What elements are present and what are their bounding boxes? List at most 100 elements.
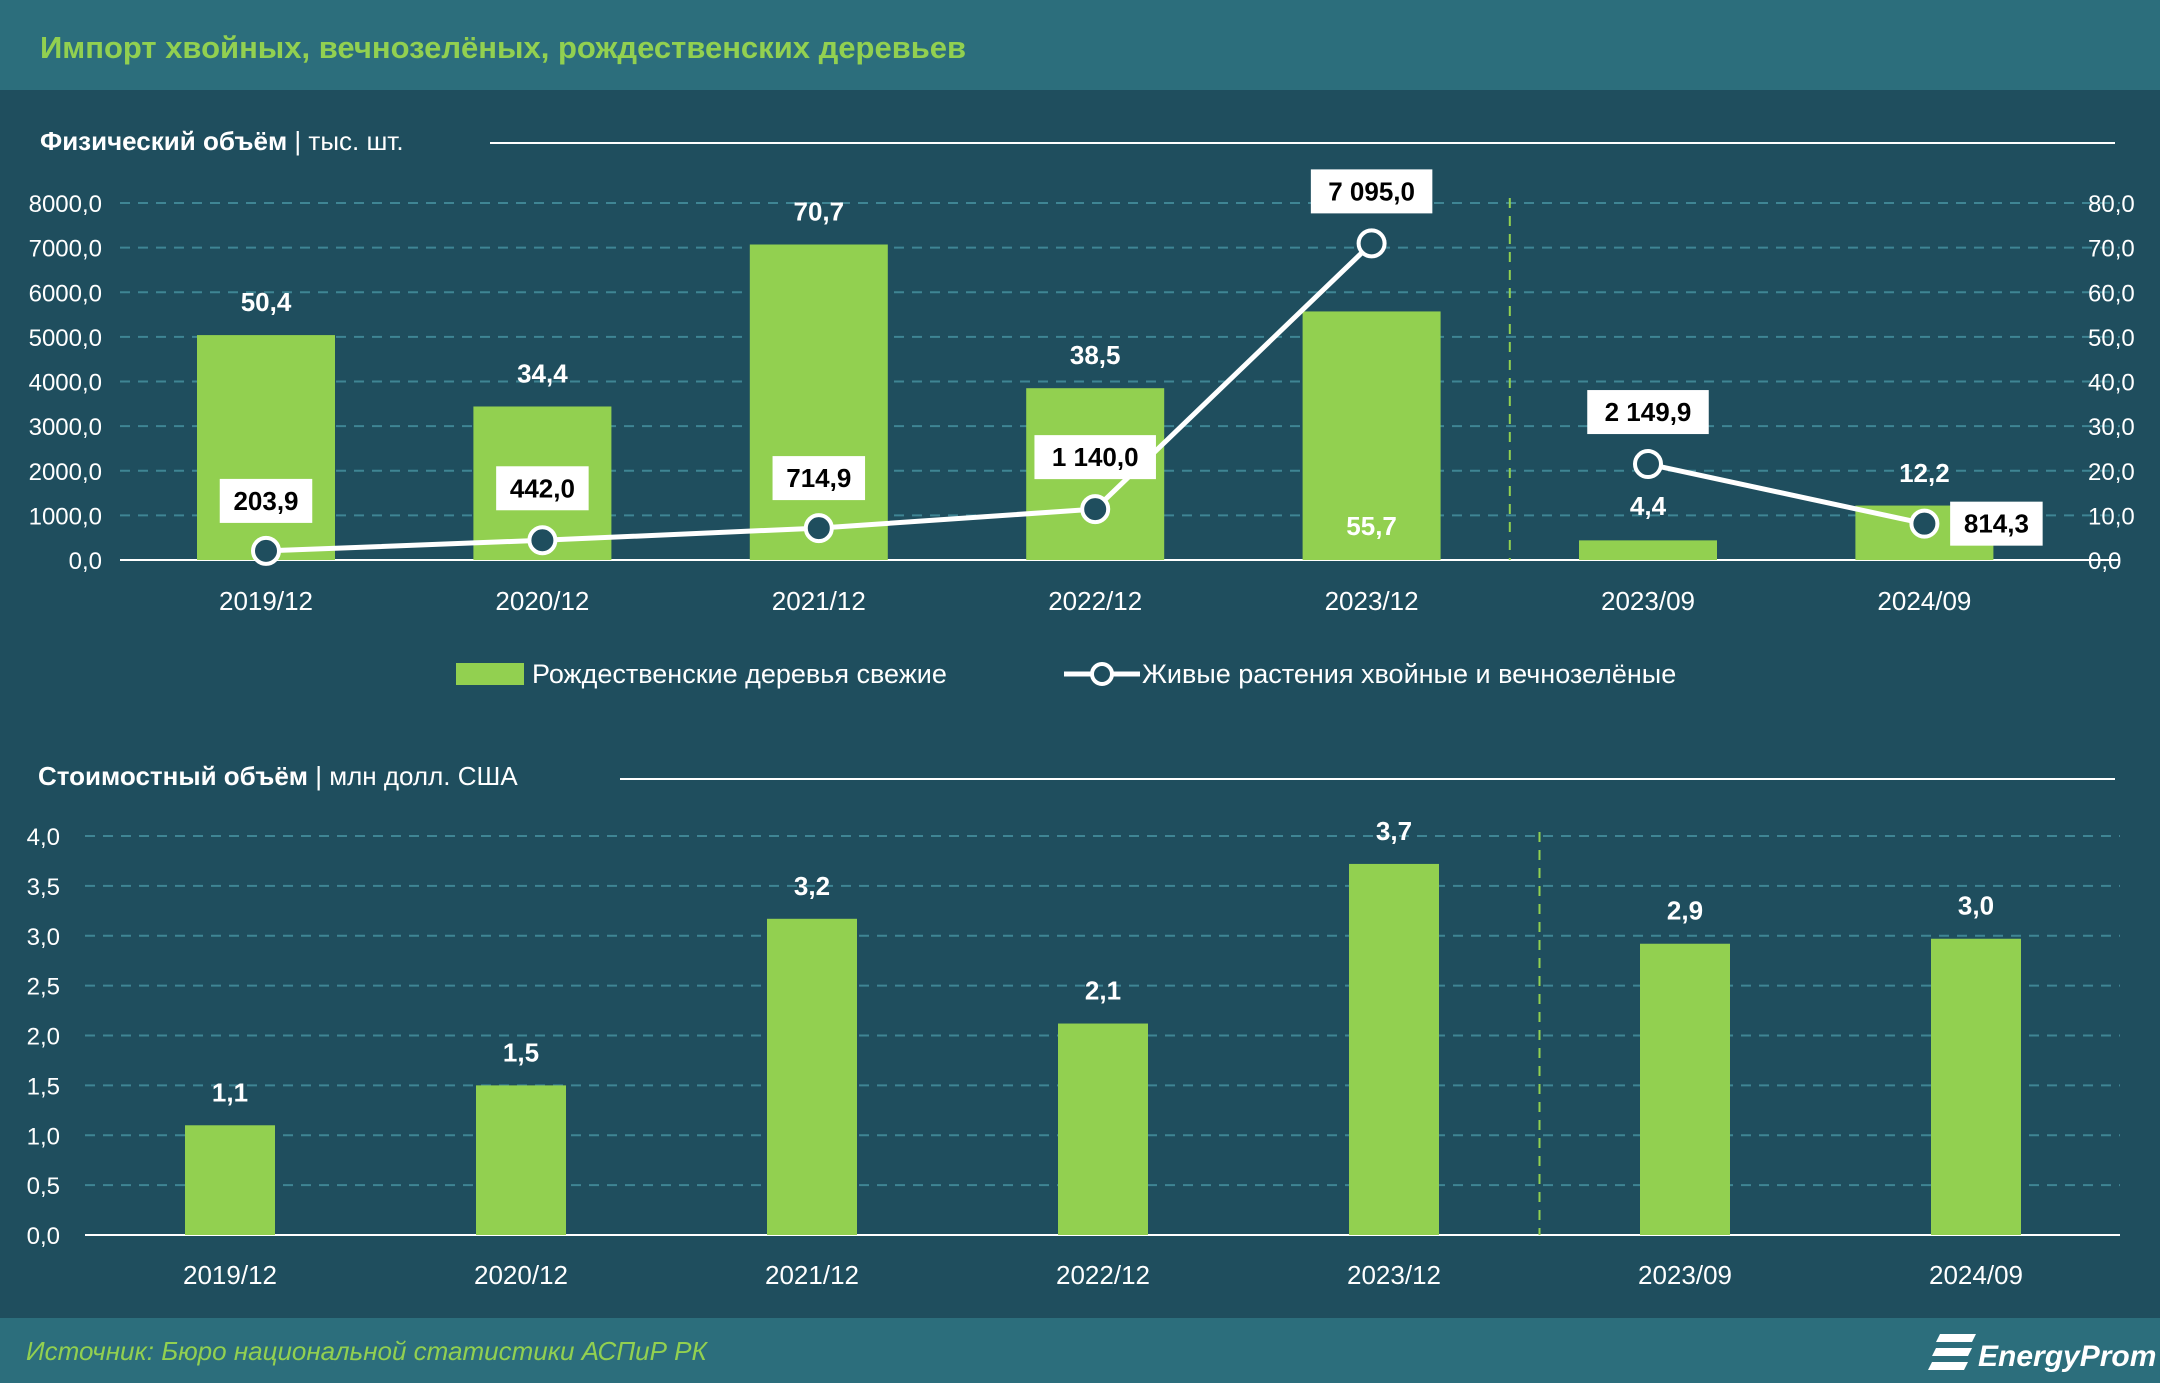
- chart1-right-tick-label: 60,0: [2088, 280, 2135, 307]
- chart2-tick-label: 1,0: [27, 1123, 60, 1150]
- chart1-line-marker: [1633, 449, 1663, 480]
- chart1-title-main: Физический объём: [40, 126, 287, 156]
- footer-band: [0, 1318, 2160, 1383]
- legend-line-marker: [1090, 662, 1114, 686]
- chart1-left-tick-label: 7000,0: [29, 236, 102, 263]
- chart1-left-tick-label: 3000,0: [29, 414, 102, 441]
- chart1-legend: Рождественские деревья свежие Живые расте…: [456, 659, 1676, 689]
- chart2-title: Стоимостный объём | млн долл. США: [38, 761, 518, 791]
- chart2-category-label: 2022/12: [1056, 1260, 1150, 1290]
- chart1-line-marker: [251, 535, 281, 566]
- chart1-line-value-label: 814,3: [1964, 509, 2029, 539]
- chart2-tick-label: 2,0: [27, 1024, 60, 1051]
- chart2-category-label: 2019/12: [183, 1260, 277, 1290]
- source-note: Источник: Бюро национальной статистики А…: [26, 1336, 709, 1366]
- chart1-left-tick-label: 2000,0: [29, 459, 102, 486]
- chart1-right-tick-label: 70,0: [2088, 236, 2135, 263]
- chart1-right-tick-label: 30,0: [2088, 414, 2135, 441]
- chart1-bar-value-label: 70,7: [793, 197, 844, 227]
- chart1-left-tick-label: 4000,0: [29, 370, 102, 397]
- chart2: 0,0 0,5 1,0 1,5 2,0 2,5 3,0 3,5 4,0 1,1 1,5 3,2 2,1 3…: [27, 816, 2120, 1290]
- chart1-right-tick-label: 0,0: [2088, 548, 2121, 575]
- chart1-unit: тыс. шт.: [308, 126, 403, 156]
- chart1-category-label: 2024/09: [1877, 586, 1971, 616]
- chart2-bar: [476, 1085, 566, 1235]
- chart1-category-label: 2023/09: [1601, 586, 1695, 616]
- chart1-line-value-label: 442,0: [510, 473, 575, 503]
- chart2-bar-value-label: 3,0: [1958, 891, 1994, 921]
- chart1-line-marker: [527, 525, 558, 556]
- chart2-unit: млн долл. США: [329, 761, 518, 791]
- legend-bar-swatch: [456, 663, 524, 685]
- chart1-right-tick-label: 50,0: [2088, 325, 2135, 352]
- legend-line-label: Живые растения хвойные и вечнозелёные: [1142, 659, 1676, 689]
- chart1-bar-value-label: 12,2: [1899, 458, 1950, 488]
- chart2-tick-label: 1,5: [27, 1073, 60, 1100]
- energyprom-logo: EnergyProm: [1928, 1334, 2156, 1373]
- chart1-bar: [1302, 311, 1441, 560]
- chart1-bar: [1579, 540, 1717, 560]
- chart2-bar-value-label: 3,2: [794, 871, 830, 901]
- chart1-left-tick-label: 5000,0: [29, 325, 102, 352]
- chart1-left-tick-label: 1000,0: [29, 503, 102, 530]
- chart1-bar-value-label: 55,7: [1346, 511, 1397, 541]
- chart2-tick-label: 2,5: [27, 974, 60, 1001]
- chart1-category-label: 2019/12: [219, 586, 313, 616]
- chart1-line-value-label: 2 149,9: [1605, 397, 1692, 427]
- legend-bar-label: Рождественские деревья свежие: [532, 659, 947, 689]
- chart2-tick-label: 3,0: [27, 924, 60, 951]
- chart1-left-tick-label: 8000,0: [29, 191, 102, 218]
- chart1-bar-value-label: 4,4: [1630, 491, 1667, 521]
- chart1-line-marker: [803, 513, 834, 544]
- chart1-line-value-box: [772, 456, 866, 501]
- chart2-category-label: 2023/12: [1347, 1260, 1441, 1290]
- chart1-left-tick-label: 6000,0: [29, 280, 102, 307]
- chart2-bar: [185, 1125, 275, 1235]
- chart1-title-sep: |: [287, 126, 308, 156]
- chart2-title-sep: |: [308, 761, 329, 791]
- chart1-line-value-box: [219, 478, 313, 523]
- chart1-bar: [749, 244, 888, 560]
- chart2-category-label: 2020/12: [474, 1260, 568, 1290]
- chart2-bar-value-label: 1,5: [503, 1037, 539, 1067]
- chart1-line-value-box: [1310, 169, 1433, 214]
- page-title: Импорт хвойных, вечнозелёных, рождествен…: [40, 30, 966, 65]
- chart2-bar: [1058, 1023, 1148, 1235]
- chart1-line-value-label: 1 140,0: [1052, 442, 1139, 472]
- chart2-category-label: 2023/09: [1638, 1260, 1732, 1290]
- chart1-category-label: 2022/12: [1048, 586, 1142, 616]
- chart2-bar-value-label: 1,1: [212, 1077, 248, 1107]
- chart1-bar-value-label: 38,5: [1070, 340, 1121, 370]
- chart2-bar: [767, 918, 857, 1235]
- chart1-right-tick-label: 80,0: [2088, 191, 2135, 218]
- energyprom-logo-text: EnergyProm: [1978, 1340, 2156, 1373]
- chart1-line-marker: [1356, 228, 1387, 259]
- chart1-right-tick-label: 10,0: [2088, 503, 2135, 530]
- chart1-right-tick-label: 40,0: [2088, 370, 2135, 397]
- chart1-bar-value-label: 50,4: [241, 287, 292, 317]
- chart1: 0,0 1000,0 2000,0 3000,0 4000,0 5000,0 6000,0 7…: [29, 169, 2135, 616]
- chart2-title-main: Стоимостный объём: [38, 761, 308, 791]
- chart2-bar: [1640, 943, 1730, 1235]
- chart1-line-value-box: [1034, 435, 1156, 480]
- chart2-bar: [1931, 938, 2021, 1235]
- chart1-category-label: 2023/12: [1325, 586, 1419, 616]
- chart2-bar: [1349, 863, 1439, 1235]
- chart2-bar-value-label: 2,9: [1667, 896, 1703, 926]
- chart1-line-marker: [1080, 494, 1111, 525]
- energyprom-logo-icon: [1928, 1334, 1976, 1370]
- chart2-tick-label: 3,5: [27, 874, 60, 901]
- chart1-line-value-label: 203,9: [233, 486, 298, 516]
- chart1-bar-value-label: 34,4: [517, 358, 568, 388]
- chart1-line-series-segment: [1647, 461, 1925, 527]
- chart1-right-tick-label: 20,0: [2088, 459, 2135, 486]
- chart1-line-value-label: 7 095,0: [1328, 176, 1415, 206]
- chart2-bar-value-label: 3,7: [1376, 816, 1412, 846]
- chart2-tick-label: 4,0: [27, 824, 60, 851]
- chart1-line-value-box: [1950, 501, 2043, 546]
- chart1-category-label: 2020/12: [495, 586, 589, 616]
- chart2-bar-value-label: 2,1: [1085, 976, 1121, 1006]
- chart1-line-marker: [1909, 508, 1940, 539]
